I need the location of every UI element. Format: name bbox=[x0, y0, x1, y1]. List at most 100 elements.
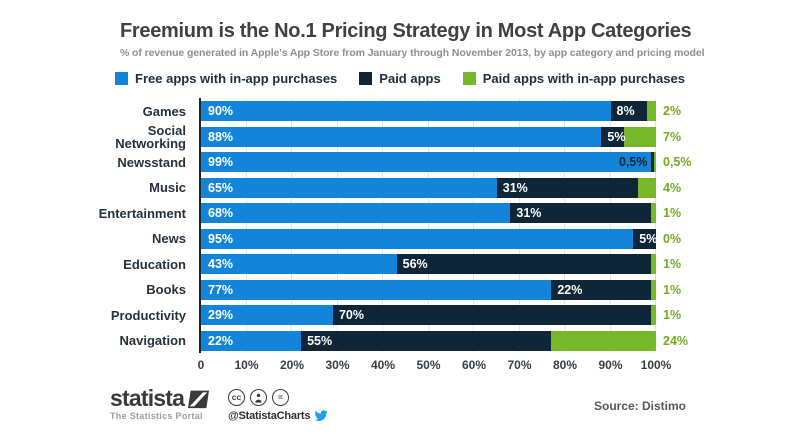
bar-segment-paid bbox=[396, 254, 652, 274]
page-title: Freemium is the No.1 Pricing Strategy in… bbox=[120, 20, 692, 42]
bar-row: 43% 56% 1% bbox=[201, 254, 681, 274]
gridline bbox=[518, 99, 520, 352]
category-label: Books bbox=[146, 282, 186, 297]
legend: Free apps with in-app purchases Paid app… bbox=[0, 71, 800, 86]
free-value-label: 43% bbox=[208, 257, 234, 271]
free-value-label: 99% bbox=[208, 155, 234, 169]
gridline bbox=[473, 99, 474, 352]
free-value-label: 68% bbox=[208, 206, 234, 220]
bar-segment-free: 68% bbox=[201, 203, 511, 223]
x-axis: 0 10% 20% 30% 40% 50% 60% 70% 80% 90% 100% bbox=[197, 358, 672, 374]
legend-item-free: Free apps with in-app purchases bbox=[115, 71, 337, 86]
bar-segment-free: 77% bbox=[201, 279, 552, 300]
paid-value-label: 55% bbox=[307, 333, 333, 348]
bar-segment-paid-iap bbox=[651, 305, 656, 325]
legend-label: Paid apps bbox=[379, 71, 441, 86]
bar-row: 68% 31% 1% bbox=[201, 203, 681, 223]
bar-segment-free: 29% bbox=[201, 305, 333, 325]
x-axis-tick: 100% bbox=[640, 358, 672, 372]
page-subtitle: % of revenue generated in Apple's App St… bbox=[120, 47, 705, 59]
bar-segment-paid-iap bbox=[651, 203, 656, 223]
bar-segment-paid bbox=[496, 177, 638, 198]
category-label: Social Networking bbox=[115, 122, 186, 151]
paid-iap-value-label: 0,5% bbox=[663, 155, 692, 169]
bar-segment-free: 88% bbox=[201, 126, 602, 147]
legend-swatch-free bbox=[115, 72, 129, 85]
free-value-label: 90% bbox=[208, 104, 234, 118]
x-axis-tick: 20% bbox=[279, 358, 305, 372]
bar-segment-free: 22% bbox=[201, 330, 302, 351]
paid-iap-value-label: 1% bbox=[663, 257, 682, 271]
paid-iap-value-label: 1% bbox=[663, 282, 682, 297]
bar-row: 88% 5% 7% bbox=[201, 126, 681, 147]
cc-icon: cc bbox=[228, 389, 245, 406]
paid-iap-value-label: 4% bbox=[663, 180, 682, 195]
category-label: Productivity bbox=[110, 307, 186, 323]
twitter-handle: @StatistaCharts bbox=[228, 410, 311, 422]
free-value-label: 65% bbox=[208, 180, 234, 195]
free-value-label: 95% bbox=[208, 231, 234, 246]
paid-value-label: 8% bbox=[616, 104, 635, 118]
category-label: Games bbox=[142, 103, 186, 119]
paid-iap-value-label: 2% bbox=[663, 104, 682, 118]
bar-segment-paid-iap bbox=[551, 330, 656, 351]
legend-swatch-paid-iap bbox=[462, 72, 476, 85]
license-block: cc = @StatistaCharts bbox=[228, 389, 329, 422]
gridline bbox=[564, 99, 565, 352]
bar-segment-paid-iap bbox=[624, 126, 656, 147]
bar-segment-free: 90% bbox=[201, 101, 611, 121]
category-label: News bbox=[152, 231, 186, 246]
x-axis-tick: 80% bbox=[552, 358, 578, 372]
paid-value-label: 31% bbox=[516, 206, 542, 220]
source-credit: Source: Distimo bbox=[593, 399, 686, 413]
category-label: Entertainment bbox=[98, 205, 186, 221]
bar-row: 77% 22% 1% bbox=[201, 279, 681, 300]
bar-segment-paid-iap bbox=[651, 254, 656, 274]
bar-row: 29% 70% 1% bbox=[201, 305, 681, 325]
legend-label: Free apps with in-app purchases bbox=[135, 71, 338, 86]
person-icon bbox=[255, 393, 262, 403]
bar-segment-paid-iap bbox=[637, 177, 656, 198]
paid-iap-value-label: 0% bbox=[663, 231, 682, 246]
bar-row: 90% 8% 2% bbox=[201, 101, 681, 121]
x-axis-tick: 50% bbox=[416, 358, 441, 372]
bar-segment-paid-iap bbox=[651, 279, 656, 300]
bar-row: 22% 55% 24% bbox=[201, 330, 688, 351]
bar-row: 95% 5% 0% bbox=[201, 228, 681, 249]
bar-row: 65% 31% 4% bbox=[201, 177, 681, 198]
bar-segment-paid bbox=[551, 279, 652, 300]
gridline bbox=[291, 99, 292, 352]
bar-segment-paid-iap bbox=[653, 152, 656, 172]
x-axis-tick: 30% bbox=[325, 358, 350, 372]
legend-item-paid: Paid apps bbox=[359, 71, 441, 86]
legend-label: Paid apps with in-app purchases bbox=[482, 71, 685, 86]
bar-segment-free: 43% bbox=[201, 254, 397, 274]
gridline bbox=[609, 99, 611, 352]
bar-segment-free: 99% bbox=[201, 152, 652, 172]
paid-iap-value-label: 7% bbox=[663, 129, 682, 144]
bar-segment-paid-iap bbox=[646, 101, 656, 121]
x-axis-tick: 0 bbox=[197, 358, 205, 372]
gridline bbox=[382, 99, 383, 352]
brand-block: statista The Statistics Portal bbox=[110, 385, 210, 421]
free-value-label: 29% bbox=[208, 308, 234, 322]
paid-value-label: 56% bbox=[402, 257, 428, 271]
statista-logo-icon bbox=[188, 390, 210, 409]
free-value-label: 88% bbox=[208, 129, 234, 144]
bar-segment-paid bbox=[301, 330, 552, 351]
bar-row: 99% 0,5% 0,5% bbox=[201, 152, 692, 172]
gridline bbox=[655, 99, 656, 352]
bar-segment-paid bbox=[601, 126, 625, 147]
x-axis-tick: 70% bbox=[507, 358, 532, 372]
bar-segment-paid bbox=[610, 101, 647, 121]
paid-value-label: 5% bbox=[607, 129, 626, 144]
paid-iap-value-label: 24% bbox=[663, 333, 689, 348]
cc-by-icon bbox=[250, 389, 267, 406]
paid-iap-value-label: 1% bbox=[663, 206, 682, 220]
free-value-label: 77% bbox=[208, 282, 234, 297]
bar-segment-paid bbox=[510, 203, 652, 223]
gridline bbox=[336, 99, 338, 352]
statista-logo-text: statista bbox=[110, 385, 185, 411]
bar-segment-free: 65% bbox=[201, 177, 497, 198]
